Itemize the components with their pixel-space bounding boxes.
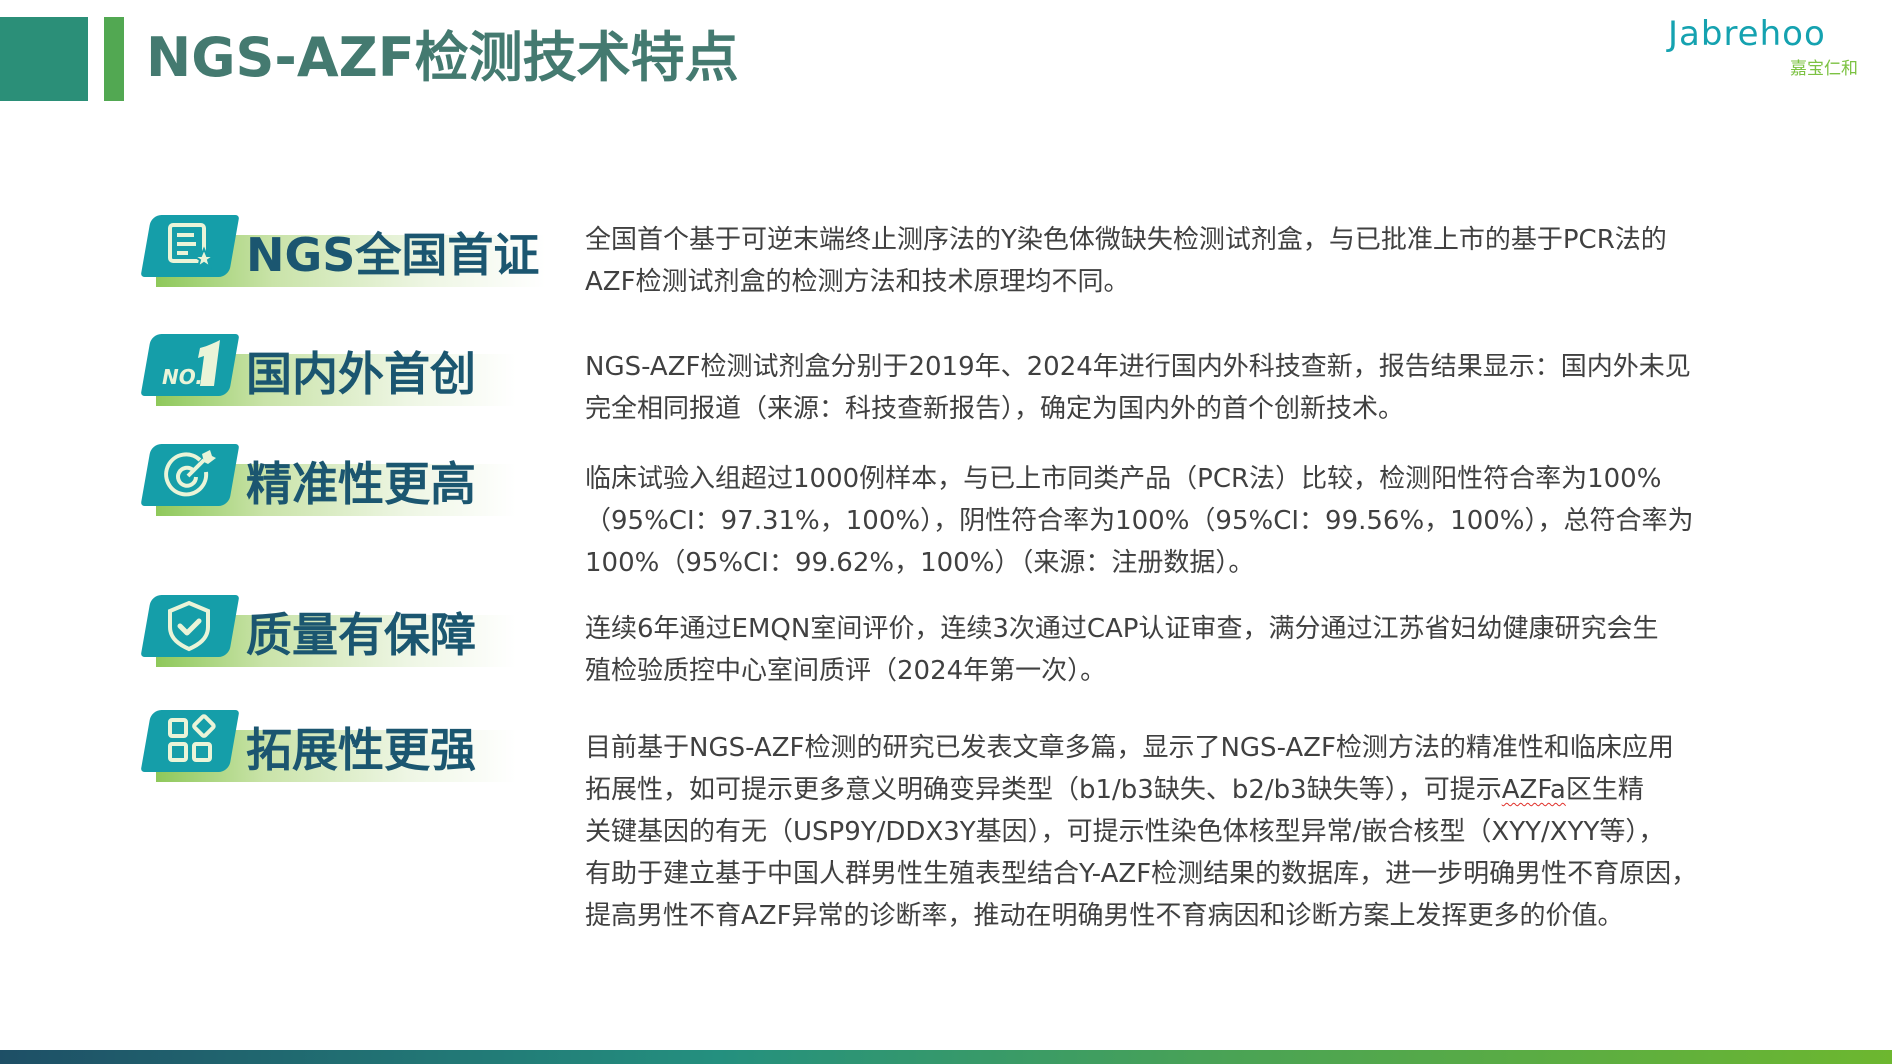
no1-icon: NO. xyxy=(162,340,220,389)
feature-description-world-first: NGS-AZF检测试剂盒分别于2019年、2024年进行国内外科技查新，报告结果… xyxy=(585,346,1785,430)
description-line: 拓展性，如可提示更多意义明确变异类型（b1/b3缺失、b2/b3缺失等），可提示… xyxy=(585,769,1785,811)
feature-label-quality: 质量有保障 xyxy=(140,595,552,669)
description-line: 关键基因的有无（USP9Y/DDX3Y基因），可提示性染色体核型异常/嵌合核型（… xyxy=(585,817,1665,847)
page-title: NGS-AZF检测技术特点 xyxy=(146,26,739,89)
description-line-end: 区生精 xyxy=(1565,775,1644,805)
description-line: 完全相同报道（来源：科技查新报告），确定为国内外的首个创新技术。 xyxy=(585,394,1405,424)
feature-label-text: NGS全国首证 xyxy=(246,228,540,282)
shield-check-icon xyxy=(168,600,210,652)
description-line: 有助于建立基于中国人群男性生殖表型结合Y-AZF检测结果的数据库，进一步明确男性… xyxy=(585,859,1698,889)
description-line: AZF检测试剂盒的检测方法和技术原理均不同。 xyxy=(585,267,1130,297)
svg-text:NO.: NO. xyxy=(162,365,203,389)
feature-label-text: 精准性更高 xyxy=(246,457,476,511)
description-line: 提高男性不育AZF异常的诊断率，推动在明确男性不育病因和诊断方案上发挥更多的价值… xyxy=(585,901,1624,931)
description-line: NGS-AZF检测试剂盒分别于2019年、2024年进行国内外科技查新，报告结果… xyxy=(585,352,1691,382)
feature-label-text: 质量有保障 xyxy=(246,608,476,662)
spellcheck-flagged-word: AZFa xyxy=(1501,775,1566,805)
feature-description-quality: 连续6年通过EMQN室间评价，连续3次通过CAP认证审查，满分通过江苏省妇幼健康… xyxy=(585,608,1785,692)
logo-chinese: 嘉宝仁和 xyxy=(1790,59,1858,79)
description-line: 全国首个基于可逆末端终止测序法的Y染色体微缺失检测试剂盒，与已批准上市的基于PC… xyxy=(585,225,1667,255)
header-accent-block xyxy=(0,17,88,101)
logo-text: Jabrehoo xyxy=(1668,14,1826,54)
feature-label-world-first: NO. 国内外首创 xyxy=(140,334,552,408)
description-line: （95%CI：97.31%，100%），阴性符合率为100%（95%CI：99.… xyxy=(585,506,1694,536)
feature-label-accuracy: 精准性更高 xyxy=(140,444,552,518)
feature-description-extensibility: 目前基于NGS-AZF检测的研究已发表文章多篇，显示了NGS-AZF检测方法的精… xyxy=(585,727,1785,937)
company-logo: Jabrehoo 嘉宝仁和 xyxy=(1668,14,1878,79)
feature-label-ngs-first: NGS全国首证 xyxy=(140,215,552,289)
feature-description-accuracy: 临床试验入组超过1000例样本，与已上市同类产品（PCR法）比较，检测阳性符合率… xyxy=(585,458,1785,584)
feature-label-text: 国内外首创 xyxy=(246,347,476,401)
footer-gradient-bar xyxy=(0,1050,1892,1064)
target-icon xyxy=(164,450,216,497)
description-line: 连续6年通过EMQN室间评价，连续3次通过CAP认证审查，满分通过江苏省妇幼健康… xyxy=(585,614,1659,644)
certificate-star-icon xyxy=(168,223,218,270)
description-line-start: 拓展性，如可提示更多意义明确变异类型（b1/b3缺失、b2/b3缺失等），可提示 xyxy=(585,775,1502,805)
grid-apps-icon xyxy=(168,714,216,762)
description-line: 目前基于NGS-AZF检测的研究已发表文章多篇，显示了NGS-AZF检测方法的精… xyxy=(585,733,1674,763)
description-line: 临床试验入组超过1000例样本，与已上市同类产品（PCR法）比较，检测阳性符合率… xyxy=(585,464,1662,494)
feature-description-ngs-first: 全国首个基于可逆末端终止测序法的Y染色体微缺失检测试剂盒，与已批准上市的基于PC… xyxy=(585,219,1785,303)
header-accent-bar xyxy=(104,17,124,101)
description-line: 殖检验质控中心室间质评（2024年第一次）。 xyxy=(585,656,1107,686)
feature-label-extensibility: 拓展性更强 xyxy=(140,710,552,784)
description-line: 100%（95%CI：99.62%，100%）（来源：注册数据）。 xyxy=(585,548,1255,578)
feature-label-text: 拓展性更强 xyxy=(246,723,476,777)
